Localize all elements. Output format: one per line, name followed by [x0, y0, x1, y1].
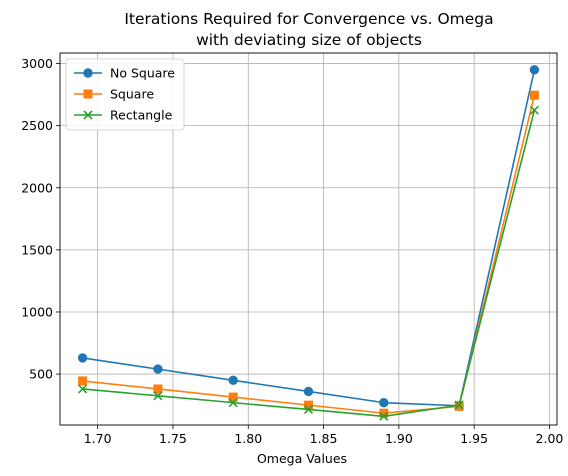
y-tick-label: 1500	[21, 242, 53, 257]
data-point-square	[529, 90, 539, 100]
legend-entry-rectangle: Rectangle	[74, 108, 173, 123]
data-point-no-square	[77, 353, 88, 363]
x-tick-label: 1.85	[310, 431, 338, 446]
data-point-no-square	[529, 65, 540, 75]
y-axis-ticks: 500 1000 1500 2000 2500 3000	[21, 56, 60, 382]
data-point-square	[228, 392, 238, 402]
y-tick-label: 3000	[21, 56, 53, 71]
x-marker-stroke	[78, 384, 88, 394]
chart-title-line-1: Iterations Required for Convergence vs. …	[124, 10, 493, 28]
x-tick-label: 2.00	[536, 431, 564, 446]
legend-entry-no-square: No Square	[74, 66, 175, 81]
data-point-rectangle	[379, 411, 389, 421]
legend-box	[65, 58, 185, 131]
legend-marker	[83, 68, 93, 78]
y-tick-label: 1000	[21, 304, 53, 319]
x-axis-ticks: 1.70 1.75 1.80 1.85 1.90 1.95 2.00	[84, 425, 564, 446]
x-marker-stroke	[454, 400, 464, 410]
x-marker-stroke	[379, 411, 389, 421]
x-tick-label: 1.75	[159, 431, 187, 446]
x-tick-label: 1.95	[460, 431, 488, 446]
x-tick-label: 1.80	[234, 431, 262, 446]
legend-label: Rectangle	[110, 108, 173, 123]
data-series	[77, 65, 540, 421]
data-point-rectangle	[228, 398, 238, 408]
data-point-no-square	[228, 375, 238, 385]
data-point-no-square	[379, 397, 389, 408]
legend-label: Square	[110, 87, 154, 102]
data-point-square	[153, 384, 163, 394]
data-point-rectangle	[78, 384, 88, 394]
legend-label: No Square	[110, 66, 175, 81]
legend-entry-square: Square	[74, 87, 154, 102]
x-marker-stroke	[83, 110, 93, 120]
legend-marker	[83, 110, 93, 120]
y-tick-label: 2500	[21, 118, 53, 133]
data-point-no-square	[153, 364, 163, 374]
x-tick-label: 1.90	[385, 431, 413, 446]
y-tick-label: 500	[29, 367, 53, 382]
data-point-rectangle	[153, 391, 163, 401]
x-tick-label: 1.70	[84, 431, 112, 446]
x-marker-stroke	[153, 391, 163, 401]
plot-frame	[59, 52, 558, 426]
x-marker-stroke	[228, 398, 238, 408]
x-axis-label: Omega Values	[257, 451, 347, 466]
y-tick-label: 2000	[21, 180, 53, 195]
data-point-rectangle	[529, 105, 539, 115]
data-point-square	[78, 376, 88, 386]
legend: No Square Square Rectangle	[65, 58, 185, 131]
data-point-no-square	[303, 386, 314, 397]
chart-title-line-2: with deviating size of objects	[196, 31, 422, 49]
x-marker-stroke	[529, 105, 539, 115]
grid-lines	[60, 53, 557, 425]
legend-marker	[83, 89, 93, 99]
x-marker-stroke	[303, 404, 314, 415]
data-point-rectangle	[454, 400, 464, 410]
series-square	[78, 90, 539, 418]
series-rectangle	[78, 105, 539, 421]
data-point-rectangle	[303, 404, 314, 415]
data-point-square	[304, 400, 313, 410]
